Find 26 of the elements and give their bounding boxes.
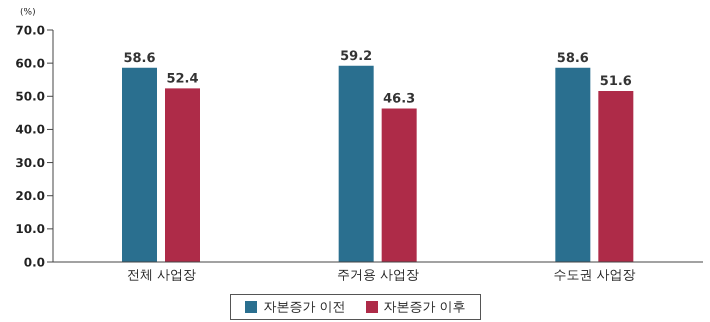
bar	[338, 66, 374, 262]
legend-label: 자본증가 이전	[263, 299, 346, 316]
bar	[382, 108, 417, 262]
x-tick-label: 주거용 사업장	[336, 268, 420, 284]
bar	[122, 68, 157, 262]
data-label: 52.4	[166, 71, 199, 86]
y-axis-title: (%)	[20, 7, 36, 18]
legend-label: 자본증가 이후	[384, 299, 466, 316]
y-tick-label: 0.0	[24, 255, 45, 270]
data-label: 46.3	[383, 92, 416, 107]
data-label: 58.6	[556, 50, 589, 66]
bar	[598, 90, 634, 262]
x-tick-label: 수도권 사업장	[554, 268, 636, 284]
data-label: 51.6	[600, 74, 632, 89]
y-tick-label: 10.0	[15, 222, 45, 236]
y-tick-label: 60.0	[15, 56, 45, 70]
y-tick-label: 30.0	[15, 156, 45, 170]
y-tick-label: 20.0	[15, 188, 45, 203]
y-tick-label: 50.0	[15, 90, 45, 104]
y-tick-label: 70.0	[15, 23, 45, 38]
y-tick-label: 40.0	[15, 122, 45, 137]
data-label: 58.6	[123, 50, 156, 66]
data-label: 59.2	[340, 48, 372, 64]
bar	[165, 88, 200, 262]
bar	[555, 68, 590, 262]
x-tick-label: 전체 사업장	[126, 268, 196, 284]
